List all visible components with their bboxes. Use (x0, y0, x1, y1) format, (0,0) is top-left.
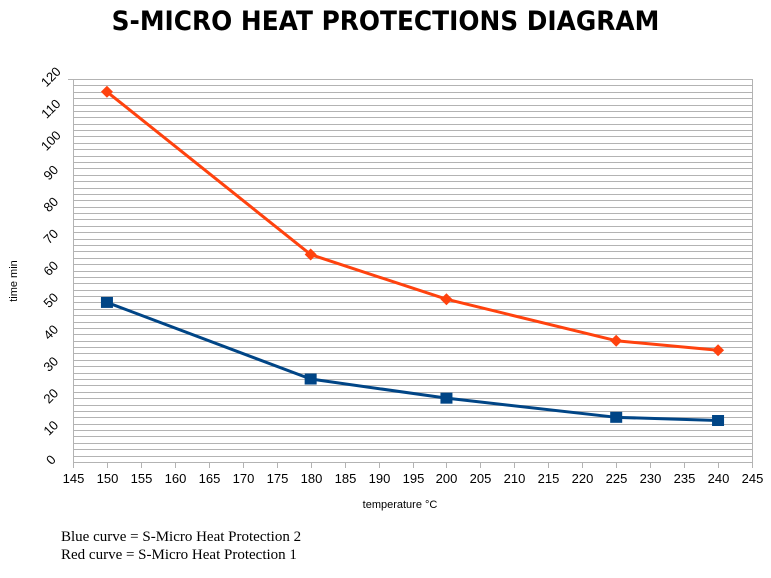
x-tick-label: 230 (640, 471, 662, 486)
x-tick-label: 150 (97, 471, 119, 486)
gridlines (73, 79, 752, 463)
x-tick-label: 210 (504, 471, 526, 486)
x-tick-label: 185 (335, 471, 357, 486)
x-tick-label: 170 (233, 471, 255, 486)
x-tick-label: 180 (301, 471, 323, 486)
y-tick-label: 20 (40, 386, 61, 407)
data-point-diamond (712, 344, 725, 357)
x-tick-label: 205 (470, 471, 492, 486)
data-point-square (610, 411, 623, 423)
data-point-diamond (440, 293, 453, 306)
x-tick-label: 145 (63, 471, 85, 486)
x-tick-label: 160 (165, 471, 187, 486)
y-tick-label: 100 (38, 128, 64, 154)
x-tick-label: 235 (674, 471, 696, 486)
x-tick-label: 195 (403, 471, 425, 486)
x-tick-label: 220 (572, 471, 594, 486)
y-axis-ticks: 0 10 20 30 40 50 60 70 80 90 100 110 120 (38, 64, 64, 468)
x-axis-label: temperature °C (363, 499, 438, 511)
y-axis-label: time min (8, 260, 20, 302)
y-tick-label: 90 (40, 162, 61, 183)
x-tick-label: 190 (369, 471, 391, 486)
x-tick-label: 240 (708, 471, 730, 486)
x-tick-label: 200 (436, 471, 458, 486)
y-tick-label: 80 (40, 194, 61, 215)
data-point-square (100, 296, 113, 308)
data-point-diamond (610, 334, 623, 347)
x-tick-label: 175 (267, 471, 289, 486)
x-tick-label: 245 (742, 471, 764, 486)
chart-title: S-MICRO HEAT PROTECTIONS DIAGRAM (111, 6, 660, 37)
data-point-square (440, 392, 453, 404)
axes (68, 79, 753, 468)
series-group (100, 85, 725, 427)
data-point-square (304, 373, 317, 385)
series-1 (100, 85, 725, 357)
data-point-diamond (304, 248, 317, 261)
y-tick-label: 30 (40, 354, 61, 375)
y-tick-label: 110 (38, 96, 63, 121)
series-2 (100, 296, 725, 427)
legend-notes: Blue curve = S-Micro Heat Protection 2 R… (61, 528, 301, 564)
y-tick-label: 0 (43, 452, 59, 468)
y-tick-label: 40 (40, 322, 61, 343)
series-line (106, 301, 719, 423)
y-tick-label: 70 (40, 226, 61, 247)
note-blue-curve: Blue curve = S-Micro Heat Protection 2 (61, 529, 302, 545)
note-red-curve: Red curve = S-Micro Heat Protection 1 (61, 547, 297, 563)
x-tick-label: 165 (199, 471, 221, 486)
x-axis-ticks: 145 150 155 160 165 170 175 180 185 190 195 200 205 2… (63, 462, 764, 486)
y-tick-label: 10 (40, 417, 61, 438)
y-tick-label: 120 (38, 64, 64, 90)
data-point-diamond (100, 85, 113, 98)
y-tick-label: 50 (40, 290, 61, 311)
y-tick-label: 60 (40, 258, 61, 279)
x-tick-label: 155 (131, 471, 153, 486)
data-point-square (712, 415, 725, 427)
x-tick-label: 225 (606, 471, 628, 486)
x-tick-label: 215 (538, 471, 560, 486)
